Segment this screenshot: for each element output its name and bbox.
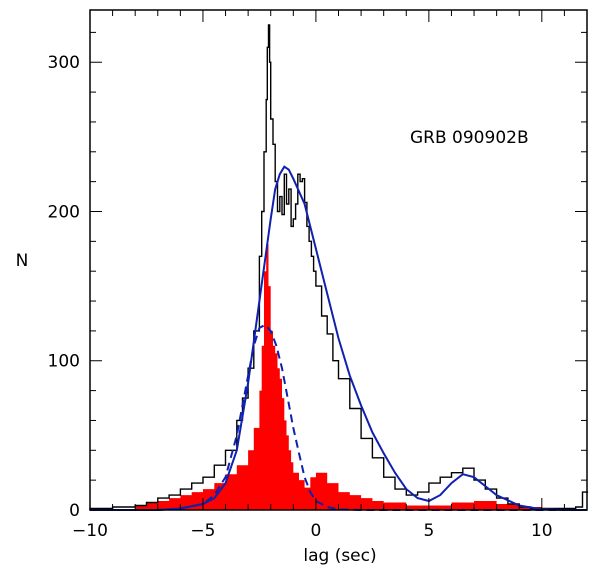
y-tick-label: 200 <box>48 202 80 222</box>
y-tick-label: 100 <box>48 352 80 372</box>
x-axis-label: lag (sec) <box>303 546 376 566</box>
y-tick-label: 0 <box>69 501 80 521</box>
series-total-histogram <box>89 24 589 510</box>
y-tick-label: 300 <box>48 53 80 73</box>
x-tick-label: 10 <box>531 521 553 541</box>
y-axis-label: N <box>16 251 29 271</box>
x-tick-label: −10 <box>72 521 108 541</box>
x-tick-label: −5 <box>190 521 215 541</box>
x-tick-label: 0 <box>310 521 321 541</box>
series-total-fit <box>90 165 587 511</box>
x-tick-label: 5 <box>423 521 434 541</box>
chart-annotation: GRB 090902B <box>410 128 529 148</box>
